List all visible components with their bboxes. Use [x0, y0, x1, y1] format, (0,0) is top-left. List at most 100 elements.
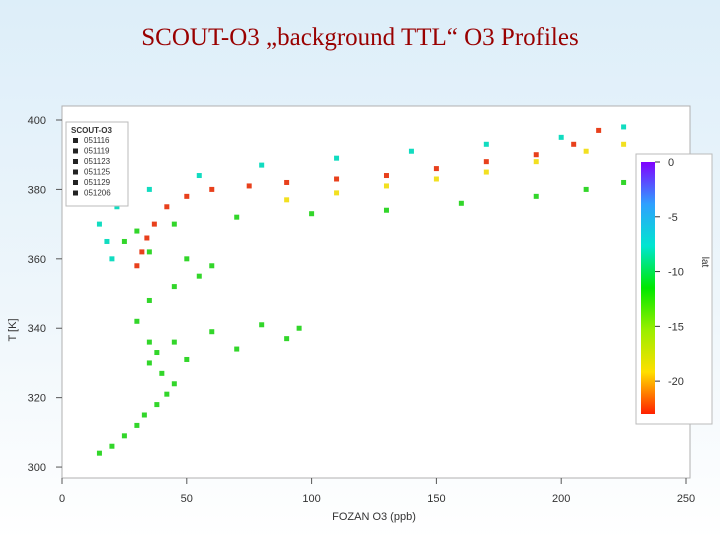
x-tick-label: 0: [59, 493, 65, 505]
data-point-series-0: [184, 256, 190, 262]
data-point-series-0: [621, 179, 627, 185]
data-point-series-0: [458, 200, 464, 206]
data-point-series-0: [583, 186, 589, 192]
data-point-series-0: [146, 339, 152, 345]
data-point-series-1: [334, 155, 340, 161]
legend-title: SCOUT-O3: [71, 126, 112, 135]
data-point-series-3: [383, 173, 389, 179]
colorbar-label: lat: [699, 257, 710, 268]
data-point-series-1: [96, 221, 102, 227]
data-point-series-0: [134, 422, 140, 428]
data-point-series-3: [571, 141, 577, 147]
plot-area: [62, 106, 690, 478]
data-point-series-0: [164, 391, 170, 397]
x-tick-label: 150: [427, 493, 445, 505]
data-point-series-0: [171, 284, 177, 290]
data-point-series-3: [596, 127, 602, 133]
data-point-series-3: [184, 193, 190, 199]
data-point-series-1: [196, 173, 202, 179]
data-point-series-1: [408, 148, 414, 154]
data-point-series-0: [134, 318, 140, 324]
y-tick-label: 340: [28, 323, 46, 335]
legend-marker: [73, 190, 78, 196]
legend-entry: 051123: [84, 157, 111, 166]
data-point-series-0: [184, 356, 190, 362]
y-tick-label: 360: [28, 254, 46, 266]
data-point-series-0: [234, 214, 240, 220]
colorbar-scale: [641, 162, 655, 414]
data-point-series-1: [114, 204, 120, 210]
legend-marker: [73, 148, 78, 154]
data-point-series-0: [154, 402, 160, 408]
legend-entry: 051119: [84, 147, 110, 156]
data-point-series-0: [146, 249, 152, 255]
data-point-series-0: [146, 297, 152, 303]
data-point-series-3: [134, 263, 140, 269]
y-tick-label: 380: [28, 184, 46, 196]
legend-marker: [73, 159, 78, 164]
data-point-series-0: [121, 433, 127, 439]
colorbar-tick-label: -15: [668, 321, 684, 333]
data-point-series-1: [259, 162, 265, 168]
data-point-series-0: [234, 346, 240, 352]
data-point-series-3: [164, 204, 170, 210]
data-point-series-2: [334, 190, 340, 196]
data-point-series-0: [209, 263, 215, 269]
data-point-series-1: [146, 186, 152, 192]
x-tick-label: 200: [552, 493, 570, 505]
legend-entry: 051116: [84, 136, 110, 145]
data-point-series-0: [171, 381, 177, 387]
data-point-series-0: [146, 360, 152, 366]
data-point-series-0: [171, 339, 177, 345]
data-point-series-0: [383, 207, 389, 213]
data-point-series-2: [583, 148, 589, 154]
data-point-series-3: [433, 166, 439, 172]
legend-entry: 051125: [84, 168, 111, 177]
data-point-series-0: [141, 412, 147, 418]
points-layer: [96, 124, 627, 456]
data-point-series-3: [246, 183, 252, 189]
data-point-series-1: [104, 238, 110, 244]
data-point-series-2: [533, 159, 539, 165]
colorbar-tick-label: -20: [668, 376, 684, 388]
data-point-series-2: [284, 197, 290, 203]
data-point-series-3: [483, 159, 489, 165]
axes-layer: 0 50 100 150 200 250 300 320 340 360 380 400 FOZAN O…: [7, 115, 695, 523]
data-point-series-0: [209, 329, 215, 335]
data-point-series-1: [483, 141, 489, 147]
data-point-series-0: [259, 322, 265, 328]
y-axis-label: T [K]: [7, 318, 19, 341]
colorbar: 0 -5 -10 -15 -20 lat: [635, 153, 713, 425]
data-point-series-1: [109, 256, 115, 262]
data-point-series-0: [533, 193, 539, 199]
data-point-series-3: [144, 235, 150, 241]
x-tick-label: 100: [302, 493, 320, 505]
data-point-series-1: [558, 134, 564, 140]
y-tick-label: 400: [28, 115, 46, 127]
legend-marker: [73, 180, 78, 185]
colorbar-tick-label: 0: [668, 157, 674, 169]
x-tick-label: 250: [677, 493, 695, 505]
x-axis-label: FOZAN O3 (ppb): [332, 511, 416, 523]
data-point-series-0: [134, 228, 140, 234]
data-point-series-0: [284, 336, 290, 342]
data-point-series-3: [533, 152, 539, 158]
slide-title: SCOUT-O3 „background TTL“ O3 Profiles: [141, 24, 579, 51]
data-point-series-0: [196, 273, 202, 279]
data-point-series-0: [309, 211, 315, 217]
colorbar-tick-label: -10: [668, 267, 684, 279]
data-point-series-0: [109, 443, 115, 449]
data-point-series-0: [159, 370, 165, 376]
data-point-series-3: [151, 221, 157, 227]
colorbar-tick-label: -5: [668, 212, 678, 224]
legend-entry: 051206: [84, 189, 111, 198]
data-point-series-3: [334, 176, 340, 182]
data-point-series-0: [96, 450, 102, 456]
legend-marker: [73, 169, 78, 175]
data-point-series-0: [296, 325, 302, 331]
legend-entry: 051129: [84, 178, 111, 187]
legend-marker: [73, 138, 78, 143]
data-point-series-3: [209, 186, 215, 192]
